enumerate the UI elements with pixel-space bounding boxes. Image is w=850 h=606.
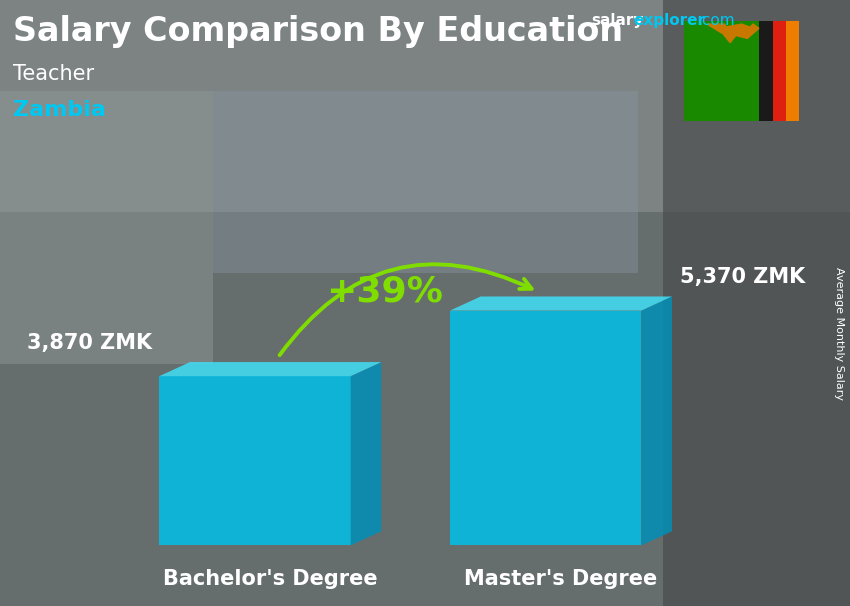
Bar xyxy=(773,21,786,121)
Bar xyxy=(0,0,850,212)
Polygon shape xyxy=(159,362,381,376)
Polygon shape xyxy=(159,376,350,545)
Bar xyxy=(786,21,800,121)
Text: .com: .com xyxy=(697,13,734,28)
Text: Bachelor's Degree: Bachelor's Degree xyxy=(163,569,377,589)
Text: Teacher: Teacher xyxy=(13,64,94,84)
Text: salary: salary xyxy=(591,13,643,28)
Bar xyxy=(212,91,638,273)
Text: 3,870 ZMK: 3,870 ZMK xyxy=(26,333,151,353)
Text: Master's Degree: Master's Degree xyxy=(464,569,658,589)
Text: Average Monthly Salary: Average Monthly Salary xyxy=(834,267,844,400)
Bar xyxy=(0,91,212,364)
Polygon shape xyxy=(707,24,733,36)
Polygon shape xyxy=(350,362,381,545)
Polygon shape xyxy=(450,310,641,545)
Text: +39%: +39% xyxy=(326,275,444,308)
Text: 5,370 ZMK: 5,370 ZMK xyxy=(680,267,805,287)
Polygon shape xyxy=(718,24,753,42)
Bar xyxy=(0,212,850,606)
Text: explorer: explorer xyxy=(633,13,706,28)
Text: Zambia: Zambia xyxy=(13,100,105,120)
Bar xyxy=(759,21,773,121)
Polygon shape xyxy=(741,24,759,38)
Text: Salary Comparison By Education: Salary Comparison By Education xyxy=(13,15,623,48)
Polygon shape xyxy=(450,296,672,310)
Polygon shape xyxy=(641,296,672,545)
Bar xyxy=(663,0,850,606)
